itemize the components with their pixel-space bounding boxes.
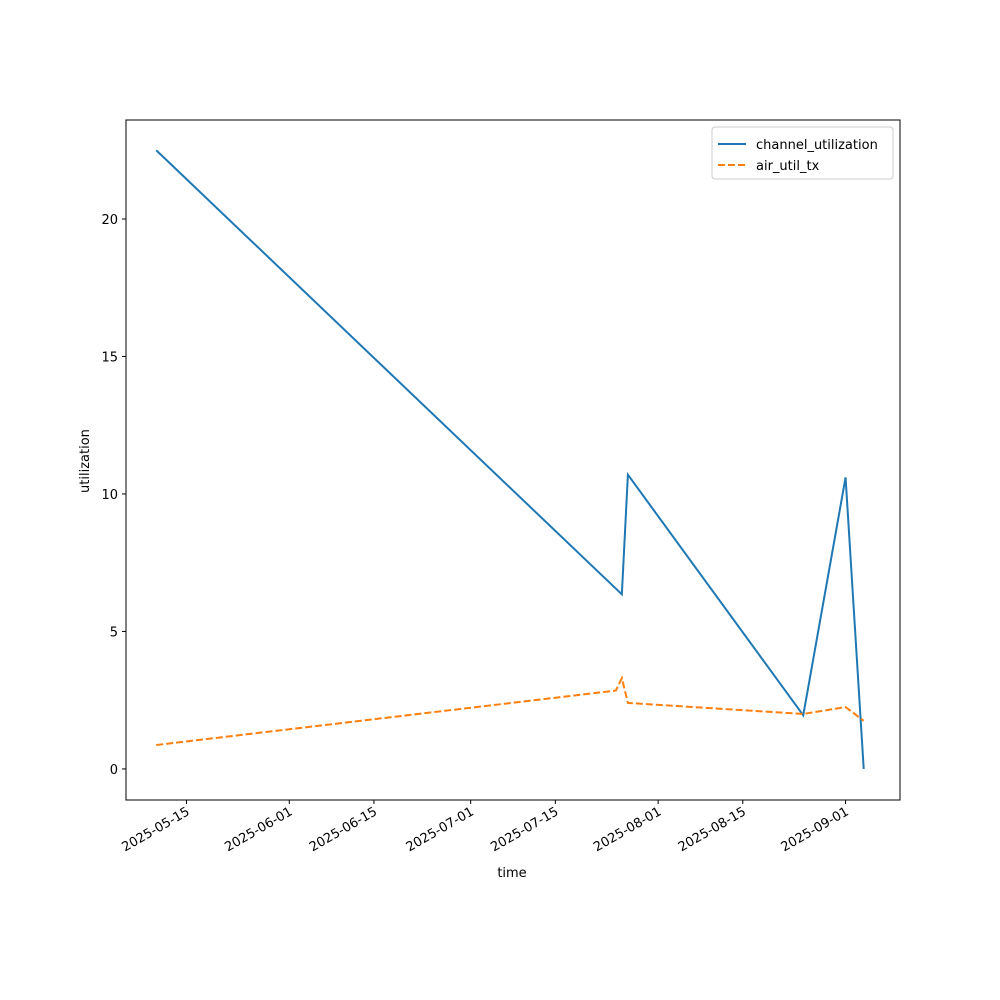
- legend-label: channel_utilization: [756, 138, 878, 153]
- plot-frame: [125, 119, 901, 801]
- series-line: [156, 675, 865, 746]
- series-line: [155, 149, 865, 769]
- y-tick-label: 20: [101, 213, 118, 228]
- legend-box: [711, 126, 894, 180]
- x-axis-label: time: [497, 866, 526, 881]
- y-tick-label: 0: [110, 763, 118, 778]
- y-tick-label: 15: [101, 350, 118, 365]
- y-axis-label: utilization: [78, 429, 93, 493]
- y-tick-label: 5: [110, 625, 118, 640]
- y-tick-label: 10: [101, 488, 118, 503]
- legend-label: air_util_tx: [756, 159, 820, 174]
